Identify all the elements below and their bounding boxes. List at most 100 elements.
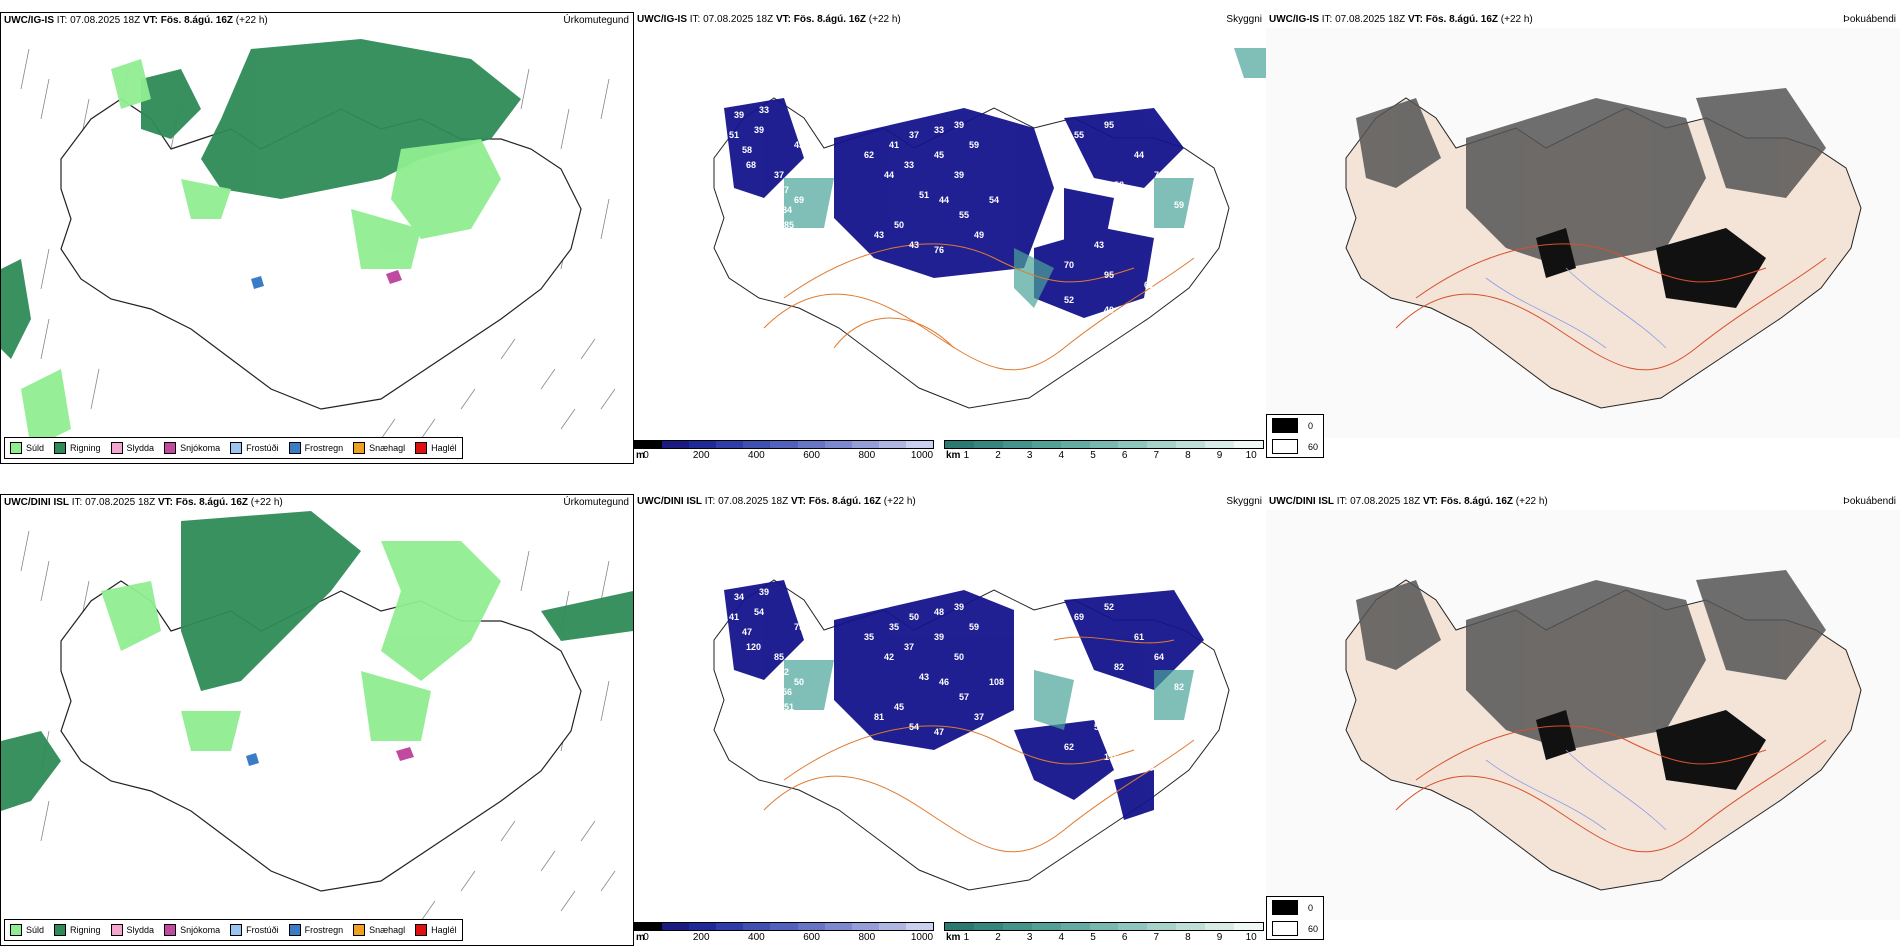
legend-item: Snæhagl [353,924,405,936]
ceiling-value-label: 44 [939,195,949,205]
legend-item: Súld [10,442,44,454]
colorbar-segment [1234,441,1263,448]
legend-item: Frostúði [230,924,279,936]
colorbar-segment [1205,441,1235,448]
fog-legend-row2: 0 60 [1266,896,1325,940]
legend-item: Frostregn [288,442,343,454]
ceiling-value-label: 51 [919,190,929,200]
ceiling-value-label: 61 [1134,632,1144,642]
ceiling-value-label: 56 [744,90,754,100]
colorbar-tick: 1000 [910,450,934,461]
ceiling-value-label: 84 [782,205,792,215]
legend-label: Snæhagl [369,443,406,453]
ceiling-value-label: 33 [1144,762,1154,772]
ceiling-value-label: 70 [1154,170,1164,180]
ceiling-value-label: 54 [909,722,919,732]
ceiling-value-label: 70 [1064,260,1074,270]
fog-panel-row1: UWC/IG-IS IT: 07.08.2025 18Z VT: Fös. 8.… [1266,12,1900,464]
fog-legend-label: 60 [1308,441,1319,452]
ceiling-value-label: 43 [919,672,929,682]
ceiling-value-label: 27 [1134,220,1144,230]
colorbar-segment [1031,923,1061,930]
colorbar-segment [1205,923,1235,930]
colorbar-segment [1089,441,1119,448]
ceiling-value-label: 47 [742,627,752,637]
fog-legend-row: 60 [1267,918,1323,939]
ceiling-value-label: 45 [934,150,944,160]
precip-legend: Súld Rigning Slydda Snjókoma Frostúði Frostre… [4,919,463,941]
legend-item: Rigning [54,442,101,454]
fog-legend-label: 0 [1308,902,1314,913]
colorbar-tick: 9 [1216,450,1223,461]
ceiling-value-label: 52 [1064,295,1074,305]
ceiling-value-label: 37 [779,185,789,195]
ceiling-value-label: 37 [774,170,784,180]
ceiling-value-label: 37 [909,130,919,140]
ceiling-value-label: 54 [754,607,764,617]
legend-label: Frostúði [246,925,279,935]
colorbar-segment [743,923,771,930]
panel-header: UWC/DINI ISL IT: 07.08.2025 18Z VT: Fös.… [637,496,916,507]
ceiling-value-label: 42 [884,652,894,662]
fog-legend-swatch [1272,921,1298,936]
ceiling-value-label: 81 [874,712,884,722]
precip-map [1,511,633,922]
ceiling-value-label: 36 [849,732,859,742]
legend-swatch [353,924,366,936]
ceiling-value-label: 176 [1104,752,1119,762]
ceiling-value-label: 39 [759,587,769,597]
ceiling-value-label: 48 [934,607,944,617]
ceiling-value-label: 59 [969,622,979,632]
ceiling-value-label: 120 [746,642,761,652]
ceiling-value-label: 39 [754,125,764,135]
legend-label: Súld [26,443,45,453]
legend-item: Súld [10,924,44,936]
ceiling-value-label: 85 [784,220,794,230]
colorbar-segment [797,923,825,930]
colorbar-tick: 3 [1026,450,1033,461]
colorbar-segment [1118,923,1148,930]
ceiling-value-label: 44 [1134,150,1144,160]
ceiling-value-label: 62 [1064,742,1074,752]
ceiling-value-label: 64 [1154,652,1164,662]
panel-title: Úrkomutegund [563,497,629,508]
legend-item: Haglél [415,924,457,936]
ceiling-value-label: 49 [974,230,984,240]
ceiling-value-label: 69 [794,195,804,205]
legend-swatch [10,924,22,936]
ceiling-value-label: 44 [884,170,894,180]
legend-swatch [164,924,177,936]
colorbar-tick: 200 [692,932,710,943]
legend-swatch [110,924,123,936]
precip-type-panel-row1: UWC/IG-IS IT: 07.08.2025 18Z VT: Fös. 8.… [0,12,634,464]
ceiling-value-label: 52 [1104,602,1114,612]
colorbar-tick: 800 [858,450,876,461]
ceiling-colorbar: 0 200 400 600 800 1000 m [634,440,934,461]
ceiling-value-label: 35 [889,622,899,632]
ceiling-panel-row1: UWC/IG-IS IT: 07.08.2025 18Z VT: Fös. 8.… [634,12,1266,464]
colorbar-segment [1002,923,1032,930]
colorbar-tick: 8 [1185,450,1191,461]
ceiling-value-label: 41 [729,612,739,622]
legend-item: Haglél [415,442,457,454]
fog-legend-row: 0 [1267,897,1323,918]
legend-swatch [230,924,243,936]
ceiling-value-label: 85 [774,652,784,662]
ceiling-panel-row2: UWC/DINI ISL IT: 07.08.2025 18Z VT: Fös.… [634,494,1266,946]
colorbar-segment [973,923,1003,930]
ceiling-value-label: 82 [1114,662,1124,672]
fog-legend-row: 0 [1267,415,1323,436]
fog-legend-swatch [1272,418,1298,433]
fog-panel-row2: UWC/DINI ISL IT: 07.08.2025 18Z VT: Fös.… [1266,494,1900,946]
legend-item: Frostregn [288,924,344,936]
legend-label: Rigning [70,925,101,935]
legend-label: Frostregn [304,925,344,935]
legend-label: Snjókoma [180,925,221,935]
colorbar-tick: 1 [963,450,970,461]
colorbar-segment [945,441,974,448]
legend-label: Slydda [126,925,155,935]
ceiling-value-label: 57 [959,692,969,702]
ceiling-value-label: 43 [874,230,884,240]
